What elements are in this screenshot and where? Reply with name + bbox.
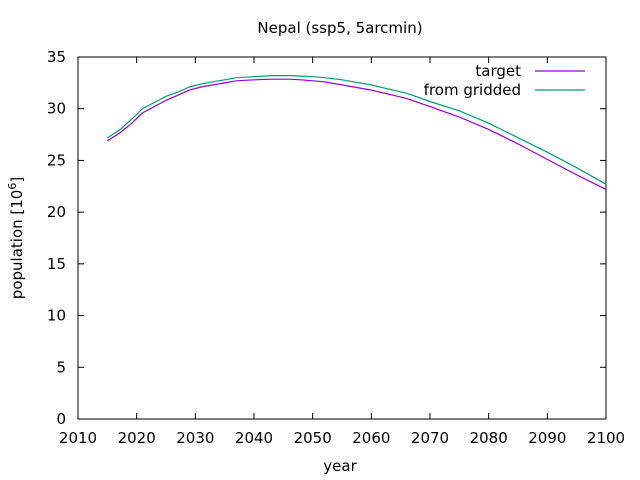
x-tick-label: 2020 — [118, 429, 156, 447]
x-tick-label: 2050 — [294, 429, 332, 447]
y-tick-label: 0 — [56, 410, 66, 428]
plot-frame — [77, 56, 607, 420]
x-axis-label: year — [323, 457, 357, 475]
x-tick-label: 2070 — [411, 429, 449, 447]
y-tick-label: 10 — [47, 307, 66, 325]
x-tick-label: 2090 — [528, 429, 566, 447]
legend: target from gridded — [424, 62, 585, 99]
x-tick-label: 2040 — [235, 429, 273, 447]
legend-label-target: target — [475, 62, 521, 80]
x-tick-label: 2100 — [587, 429, 625, 447]
legend-label-from-gridded: from gridded — [424, 81, 521, 99]
y-axis-label-suffix: ] — [8, 177, 26, 183]
chart-title: Nepal (ssp5, 5arcmin) — [257, 19, 422, 37]
y-axis-label-exponent: 6 — [6, 183, 19, 190]
y-tick-label: 5 — [56, 358, 66, 376]
x-tick-label: 2060 — [352, 429, 390, 447]
x-axis-ticks: 2010 2020 2030 2040 2050 2060 2070 2080 2090 2100 — [59, 57, 625, 447]
x-tick-label: 2080 — [470, 429, 508, 447]
y-axis-label-prefix: population [10 — [8, 190, 26, 300]
x-tick-label: 2030 — [176, 429, 214, 447]
x-tick-label: 2010 — [59, 429, 97, 447]
y-axis-label: population [106] — [6, 177, 26, 299]
series-line-target — [106, 78, 607, 190]
y-tick-label: 20 — [47, 203, 66, 221]
y-tick-label: 30 — [47, 100, 66, 118]
series-line-from-gridded — [106, 74, 607, 185]
y-tick-label: 35 — [47, 48, 66, 66]
y-tick-label: 25 — [47, 151, 66, 169]
series-lines — [106, 74, 607, 190]
y-axis-ticks: 0 5 10 15 20 25 30 35 — [47, 48, 606, 428]
y-tick-label: 15 — [47, 255, 66, 273]
